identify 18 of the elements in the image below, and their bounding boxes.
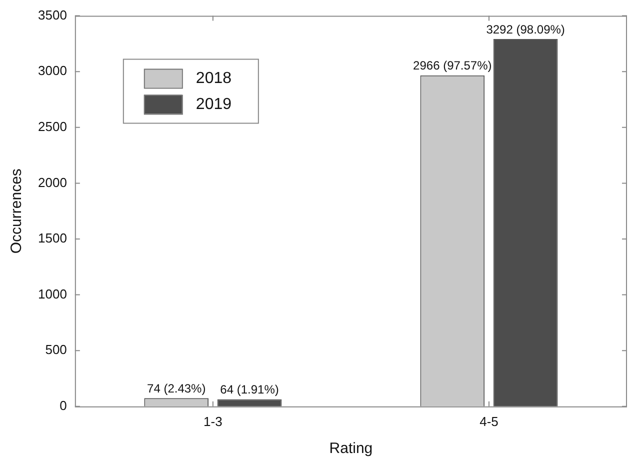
x-tick-label: 4-5 (480, 414, 498, 429)
legend-label: 2019 (196, 96, 232, 114)
data-label: 64 (1.91%) (220, 382, 279, 397)
y-tick-label: 3000 (38, 63, 67, 78)
data-label: 2966 (97.57%) (413, 58, 492, 73)
y-tick-label: 2500 (38, 118, 67, 134)
y-axis-title: Occurrences (8, 168, 26, 254)
legend-label: 2018 (196, 70, 232, 88)
y-tick-label: 1500 (38, 230, 67, 246)
y-tick-label: 500 (45, 342, 67, 358)
data-label: 74 (2.43%) (147, 381, 206, 396)
x-tick-label: 1-3 (204, 414, 222, 429)
data-label: 3292 (98.09%) (486, 22, 565, 36)
y-tick-label: 0 (60, 398, 67, 413)
y-tick-label: 3500 (38, 7, 67, 22)
y-tick-label: 1000 (38, 286, 67, 302)
x-axis-title: Rating (329, 440, 373, 458)
y-tick-label: 2000 (38, 174, 67, 190)
